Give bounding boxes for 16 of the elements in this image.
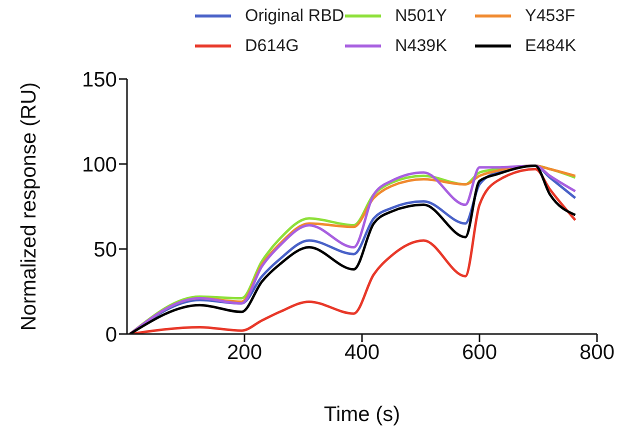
y-axis-title: Normalized response (RU): [17, 82, 40, 331]
x-tick-label: 400: [344, 340, 380, 364]
x-axis-title: Time (s): [324, 403, 400, 426]
legend-label: D614G: [245, 36, 299, 56]
x-tick-label: 800: [579, 340, 615, 364]
legend-label: Original RBD: [245, 6, 344, 26]
legend-label: N501Y: [395, 6, 447, 26]
y-tick-label: 50: [94, 238, 117, 262]
x-tick-label: 600: [462, 340, 498, 364]
legend-label: E484K: [525, 36, 576, 56]
y-tick-label: 0: [105, 323, 117, 346]
legend-label: N439K: [395, 36, 447, 56]
y-tick-label: 100: [82, 153, 117, 176]
x-tick-label: 200: [226, 340, 262, 364]
legend-label: Y453F: [525, 6, 576, 26]
y-tick-label: 150: [82, 68, 117, 92]
